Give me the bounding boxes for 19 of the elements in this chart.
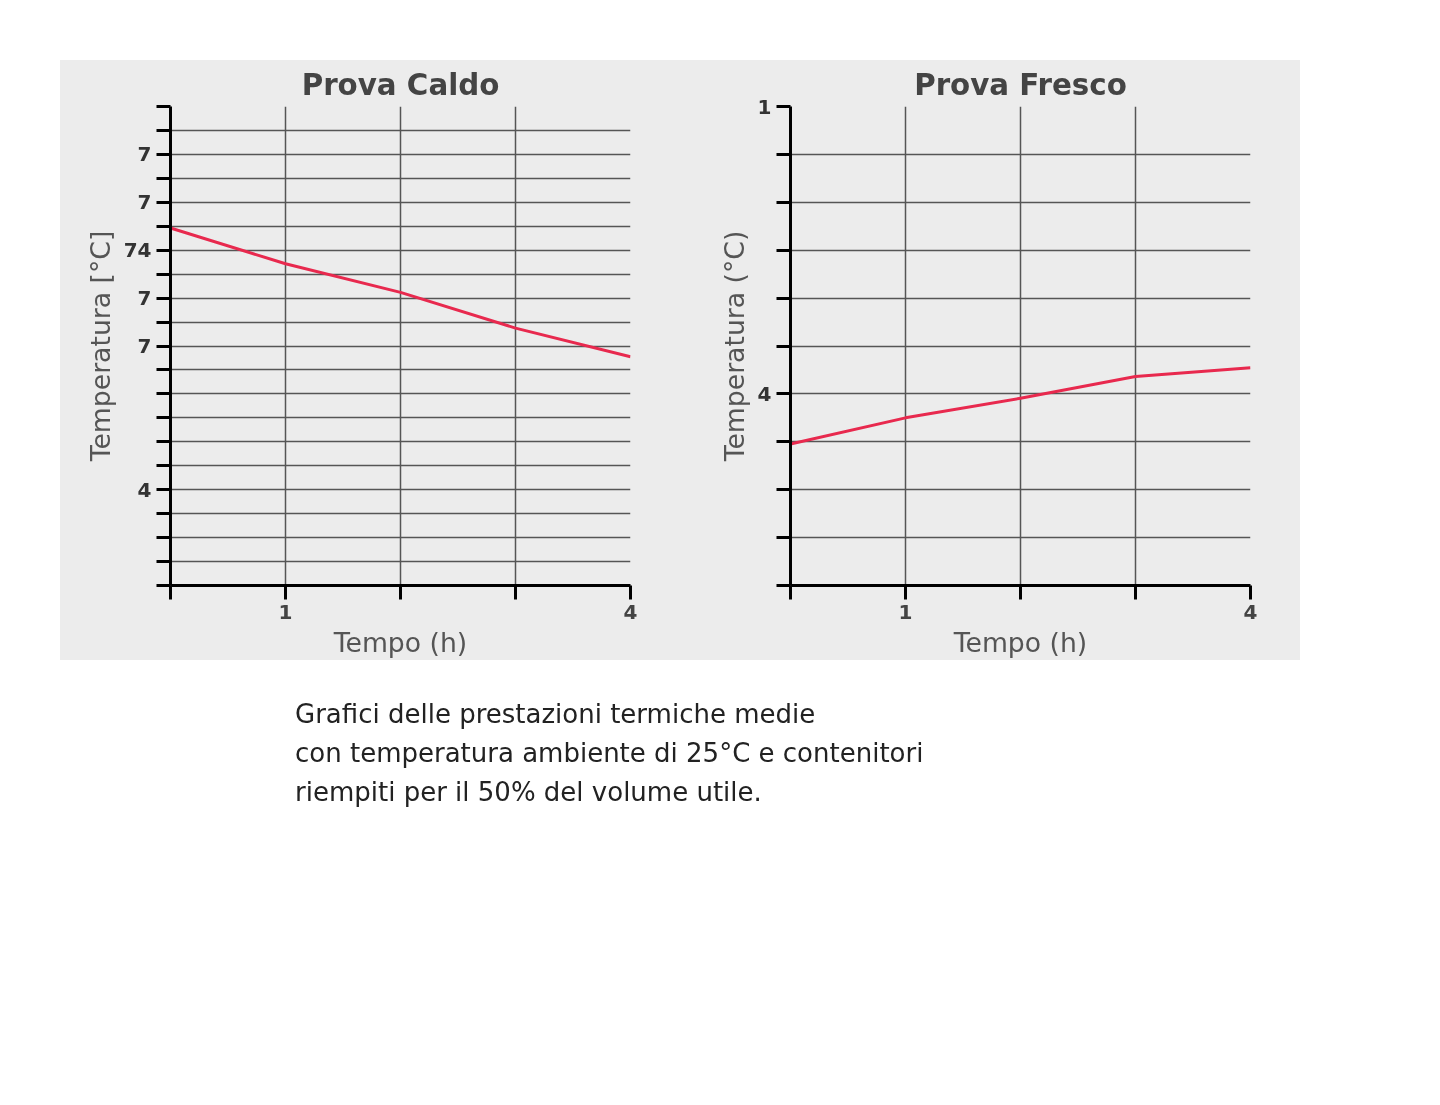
x-tick-label: 1 [898, 599, 913, 624]
text: 7 [137, 286, 152, 311]
x-tick-label: 4 [1243, 599, 1258, 624]
text: 4 [757, 381, 772, 406]
y-axis-title: Temperatura (°C) [718, 230, 750, 463]
chart-title: Prova Caldo [301, 67, 500, 102]
text: Grafici delle prestazioni termiche medie con temperatura ambiente di 25°C e contenitori riempiti per il 50% del volume utile. [295, 698, 924, 809]
text: 4 [137, 477, 152, 502]
text: 74 [123, 238, 152, 263]
text: 7 [137, 142, 152, 167]
text: 7 [137, 190, 152, 215]
chart-title: Prova Fresco [914, 67, 1127, 102]
x-axis-title: Tempo (h) [332, 626, 468, 658]
x-tick-label: 4 [623, 599, 638, 624]
x-tick-label: 1 [278, 599, 293, 624]
text: 7 [137, 334, 152, 358]
y-axis-title: Temperatura [°C] [84, 230, 116, 463]
x-axis-title: Tempo (h) [952, 626, 1088, 658]
text: 1 [757, 94, 772, 119]
